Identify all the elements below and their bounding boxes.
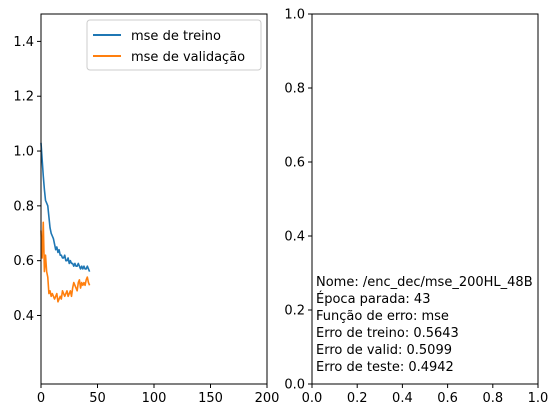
info-line-test-err: Erro de teste: 0.4942 (316, 360, 454, 375)
left-x-tick-label: 200 (255, 391, 280, 406)
info-line-epoch: Época parada: 43 (316, 291, 430, 307)
right-axes: 0.0 0.2 0.4 0.6 0.8 1.0 0.0 0.2 0.4 0.6 0.8 1.0 No… (284, 8, 548, 407)
right-x-tick-label: 0.6 (437, 391, 458, 406)
right-y-tick-label: 0.2 (284, 304, 305, 319)
left-x-tick-label: 50 (89, 391, 106, 406)
right-axes-frame (311, 13, 539, 385)
legend-label-train: mse de treino (131, 29, 221, 44)
left-x-tick-label: 150 (198, 391, 223, 406)
left-y-tick-label: 1.2 (13, 90, 34, 105)
right-y-tick-label: 0.0 (284, 378, 305, 393)
left-x-tick-label: 100 (142, 391, 167, 406)
right-y-tick-label: 0.8 (284, 82, 305, 97)
left-x-tick-label: 0 (37, 391, 45, 406)
right-x-ticks: 0.0 0.2 0.4 0.6 0.8 1.0 (302, 384, 549, 406)
right-x-tick-label: 0.0 (302, 391, 323, 406)
info-line-loss-fn: Função de erro: mse (316, 309, 449, 324)
left-x-ticks: 0 50 100 150 200 (37, 384, 280, 406)
right-y-tick-label: 1.0 (284, 8, 305, 23)
right-x-tick-label: 0.8 (482, 391, 503, 406)
right-y-ticks: 0.0 0.2 0.4 0.6 0.8 1.0 (284, 8, 312, 393)
series-line-train (40, 142, 91, 272)
info-line-valid-err: Erro de valid: 0.5099 (316, 343, 452, 358)
left-y-tick-label: 0.8 (13, 199, 34, 214)
left-y-tick-label: 1.0 (13, 145, 34, 160)
legend: mse de treino mse de validação (86, 19, 262, 71)
left-plot-area (41, 14, 267, 384)
right-y-tick-label: 0.4 (284, 230, 305, 245)
info-text-block: Nome: /enc_dec/mse_200HL_48B Época parad… (316, 275, 533, 375)
left-y-tick-label: 0.6 (13, 254, 34, 269)
left-y-tick-label: 1.4 (13, 35, 34, 50)
right-x-tick-label: 0.2 (347, 391, 368, 406)
right-plot-area (312, 14, 538, 384)
right-y-tick-label: 0.6 (284, 156, 305, 171)
series-line-valid (40, 221, 91, 303)
left-y-tick-label: 0.4 (13, 309, 34, 324)
legend-label-valid: mse de validação (131, 50, 245, 65)
left-y-ticks: 0.4 0.6 0.8 1.0 1.2 1.4 (13, 35, 41, 324)
info-line-train-err: Erro de treino: 0.5643 (316, 326, 459, 341)
left-axes: 0 50 100 150 200 0.4 0.6 0.8 1.0 1.2 1.4 mse de t… (13, 13, 280, 406)
legend-box (86, 19, 262, 71)
left-series-group (40, 142, 91, 303)
right-x-tick-label: 1.0 (528, 391, 549, 406)
right-x-tick-label: 0.4 (392, 391, 413, 406)
info-line-name: Nome: /enc_dec/mse_200HL_48B (316, 275, 533, 290)
